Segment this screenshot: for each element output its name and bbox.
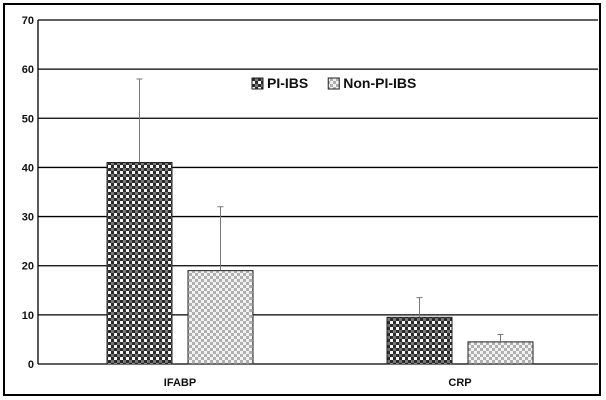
y-tick-label: 10 [22, 310, 34, 322]
bar-pi-ibs-crp [386, 316, 453, 365]
x-tick-label: IFABP [164, 377, 196, 389]
bars [106, 78, 534, 365]
bar-non-pi-ibs-crp [467, 341, 534, 365]
legend-label: Non-PI-IBS [343, 75, 416, 91]
legend-swatch [251, 77, 264, 90]
legend-label: PI-IBS [267, 75, 308, 91]
y-tick-label: 0 [28, 359, 34, 371]
x-tick-label: CRP [448, 377, 471, 389]
y-tick-label: 50 [22, 113, 34, 125]
y-tick-label: 40 [22, 162, 34, 174]
bar-non-pi-ibs-ifabp [187, 270, 254, 365]
bar-pi-ibs-ifabp [106, 162, 173, 365]
y-tick-label: 70 [22, 15, 34, 27]
y-tick-label: 30 [22, 212, 34, 224]
y-tick-label: 20 [22, 261, 34, 273]
legend: PI-IBS Non-PI-IBS [251, 75, 416, 91]
legend-swatch [327, 77, 340, 90]
y-tick-label: 60 [22, 64, 34, 76]
